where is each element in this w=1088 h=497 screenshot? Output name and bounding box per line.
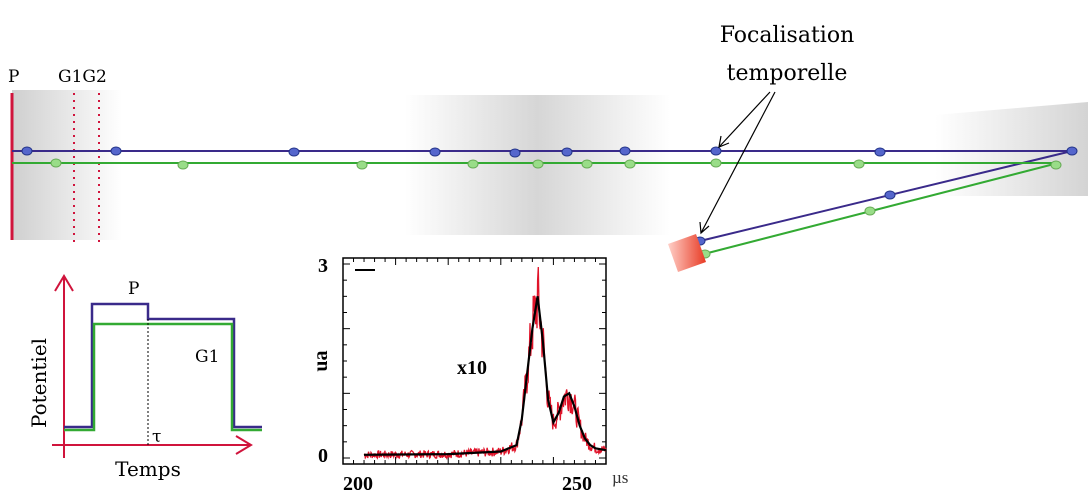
potential-x-label: Temps [115, 457, 181, 481]
ion-dot [50, 158, 62, 168]
chart-ylabel: ua [310, 350, 332, 371]
spectrum-chart: ua x10 3 0 200 250 µs [310, 255, 628, 495]
y-tick-label-top: 3 [318, 255, 328, 277]
ion-dots-green [50, 158, 1062, 259]
ion-dot [429, 147, 441, 157]
detector [668, 234, 706, 272]
ion-dot [710, 146, 722, 156]
ion-dot [1066, 146, 1078, 156]
ion-dot [288, 147, 300, 157]
ion-dot [177, 160, 189, 170]
focus-arrows [699, 91, 776, 235]
ion-dot [710, 158, 722, 168]
reflectron-shade [935, 102, 1088, 196]
potential-y-label: Potentiel [27, 338, 51, 428]
potential-x-arrowhead [235, 435, 253, 455]
y-tick-label-bottom: 0 [318, 445, 328, 467]
ion-dot [509, 148, 521, 158]
ion-dot [581, 159, 593, 169]
potential-label-g1: G1 [195, 347, 219, 367]
x-tick-label-right: 250 [562, 473, 592, 495]
potential-plot: P G1 τ Potentiel Temps [27, 274, 262, 481]
ion-dot [853, 159, 865, 169]
label-focalisation: Focalisation [720, 23, 855, 48]
x-tick-label-left: 200 [343, 473, 373, 495]
label-temporelle: temporelle [727, 61, 848, 86]
ion-dot [619, 146, 631, 156]
ion-dot [1050, 160, 1062, 170]
potential-curve-p [64, 302, 262, 429]
potential-label-p: P [128, 279, 139, 299]
ion-dot [532, 159, 544, 169]
ion-dot [561, 147, 573, 157]
chart-series-line [363, 296, 607, 456]
extraction-zone-shade [12, 90, 122, 240]
ion-dot [21, 146, 33, 156]
potential-curve-g1 [64, 322, 262, 432]
ion-dot [110, 146, 122, 156]
ion-dot [624, 159, 636, 169]
ion-dot [356, 160, 368, 170]
chart-annotation: x10 [457, 357, 487, 379]
label-plate-p: P [8, 67, 19, 87]
ion-dot [467, 159, 479, 169]
ion-dot [874, 147, 886, 157]
chart-ticks [342, 258, 607, 464]
potential-y-arrowhead [54, 274, 74, 292]
ion-dots-blue [21, 146, 1078, 246]
potential-label-tau: τ [152, 427, 161, 447]
ion-dot [864, 206, 876, 216]
label-grids: G1G2 [58, 67, 107, 87]
ion-dot [884, 190, 896, 200]
x-unit-label: µs [612, 468, 628, 487]
